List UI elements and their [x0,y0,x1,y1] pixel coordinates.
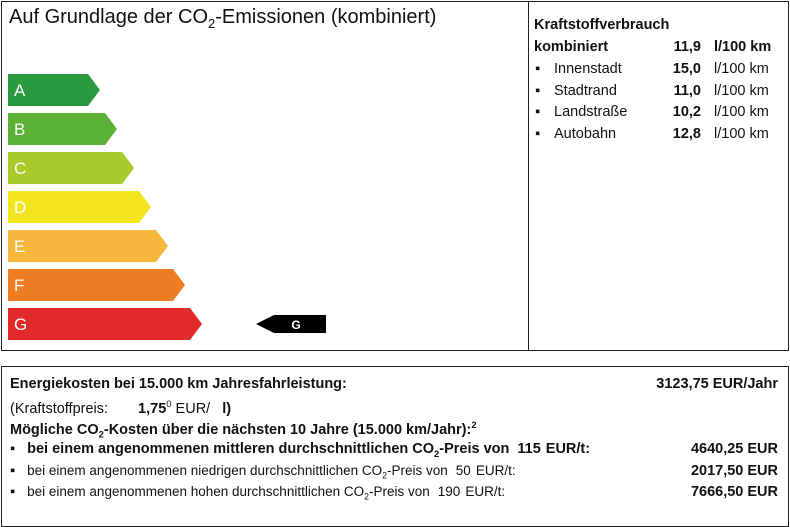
sub: 2 [382,470,387,481]
bullet: ▪ [535,126,541,143]
row-value: 15,0 [672,61,701,77]
class-label: B [14,120,25,139]
unit: EUR/t: [475,462,516,478]
class-arrow [8,74,100,106]
sup: 2 [471,419,477,430]
row-unit: l/100 km [714,61,769,77]
co2-row: ▪ bei einem angenommenen hohen durchschni… [10,484,778,502]
class-scale: A B C D E F G G [8,74,326,340]
consumption-row: ▪ Stadtrand 11,0 l/100 km [529,83,787,103]
row-label: Stadtrand [554,82,617,99]
class-label: E [14,237,25,256]
text: -Preis von [439,441,510,457]
class-arrow [8,191,151,223]
text: -Preis von [387,462,448,478]
unit: l) [222,400,232,417]
class-arrow [8,113,117,145]
price: 50 [455,462,471,478]
sub: 2 [98,428,104,440]
class-arrow [8,308,202,340]
bullet: ▪ [535,82,541,99]
row-unit: l/100 km [714,39,772,55]
class-label: A [14,81,26,100]
row-label: kombiniert [534,39,609,55]
costs-panel: Energiekosten bei 15.000 km Jahresfahrle… [1,366,789,527]
unit: EUR/ [175,400,211,417]
bullet: ▪ [535,61,541,77]
class-arrow [8,230,168,262]
consumption-row: ▪ Autobahn 12,8 l/100 km [529,126,787,146]
row-unit: l/100 km [714,104,769,121]
sub: 2 [434,447,440,459]
row-label: Autobahn [554,126,617,143]
text: Mögliche CO [10,421,99,438]
bullet: ▪ [10,441,16,457]
fuel-price-line: (Kraftstoffpreis: 1,750 EUR/l) [10,398,778,417]
row-value: 11,9 [673,39,701,55]
text: bei einem angenommenen hohen durchschnit… [27,484,365,499]
co2-text: bei einem angenommenen mittleren durchsc… [27,441,591,459]
unit: EUR/t: [465,484,506,499]
bullet: ▪ [535,104,541,121]
co2-text: bei einem angenommenen hohen durchschnit… [27,484,506,502]
unit: EUR/t: [545,441,591,457]
title-text: -Emissionen (kombiniert) [215,6,437,28]
title: Auf Grundlage der CO2-Emissionen (kombin… [9,6,436,31]
current-class-pointer [256,315,326,333]
row-unit: l/100 km [714,82,769,99]
row-value: 10,2 [672,104,701,121]
class-arrow [8,152,134,184]
row-value: 12,8 [672,126,701,143]
label: Energiekosten bei 15.000 km Jahresfahrle… [10,376,347,392]
bullet: ▪ [10,462,16,479]
consumption-row: kombiniert 11,9 l/100 km [529,39,787,59]
class-label: D [14,198,26,217]
class-label: G [14,315,27,334]
value: 7666,50 EUR [690,484,778,500]
label: (Kraftstoffpreis: [10,400,109,417]
sup: 0 [166,398,172,409]
class-label: C [14,159,26,178]
price: 190 [437,484,461,499]
consumption-title: Kraftstoffverbrauch [534,17,670,33]
class-label: F [14,276,24,295]
value: 1,75 [138,400,167,417]
energy-cost-line: Energiekosten bei 15.000 km Jahresfahrle… [10,376,778,392]
value: 4640,25 EUR [690,441,778,457]
bullet: ▪ [10,484,16,500]
text: bei einem angenommenen niedrigen durchsc… [27,462,383,478]
co2-row: ▪ bei einem angenommenen mittleren durchs… [10,441,778,459]
price: 115 [517,441,541,457]
co2-text: bei einem angenommenen niedrigen durchsc… [27,462,516,481]
text: -Kosten über die nächsten 10 Jahre (15.0… [103,421,472,438]
efficiency-panel: Auf Grundlage der CO2-Emissionen (kombin… [1,1,529,351]
consumption-panel: Kraftstoffverbrauch kombiniert 11,9 l/100 … [528,1,789,351]
co2-heading: Mögliche CO2-Kosten über die nächsten 10… [10,419,778,440]
consumption-row: ▪ Landstraße 10,2 l/100 km [529,104,787,124]
title-text: Auf Grundlage der CO [9,6,208,28]
text: -Preis von [369,484,430,499]
text: bei einem angenommenen mittleren durchsc… [27,441,435,457]
class-arrow [8,269,185,301]
sub: 2 [364,491,369,502]
value: 2017,50 EUR [690,462,778,479]
value: 3123,75 EUR/Jahr [656,376,778,392]
row-label: Innenstadt [554,61,622,77]
row-label: Landstraße [554,104,628,121]
row-value: 11,0 [673,82,701,99]
consumption-row: ▪ Innenstadt 15,0 l/100 km [529,61,787,81]
row-unit: l/100 km [714,126,769,143]
co2-row: ▪ bei einem angenommenen niedrigen durchs… [10,463,778,481]
current-class-label: G [291,318,300,332]
title-sub: 2 [208,16,216,31]
